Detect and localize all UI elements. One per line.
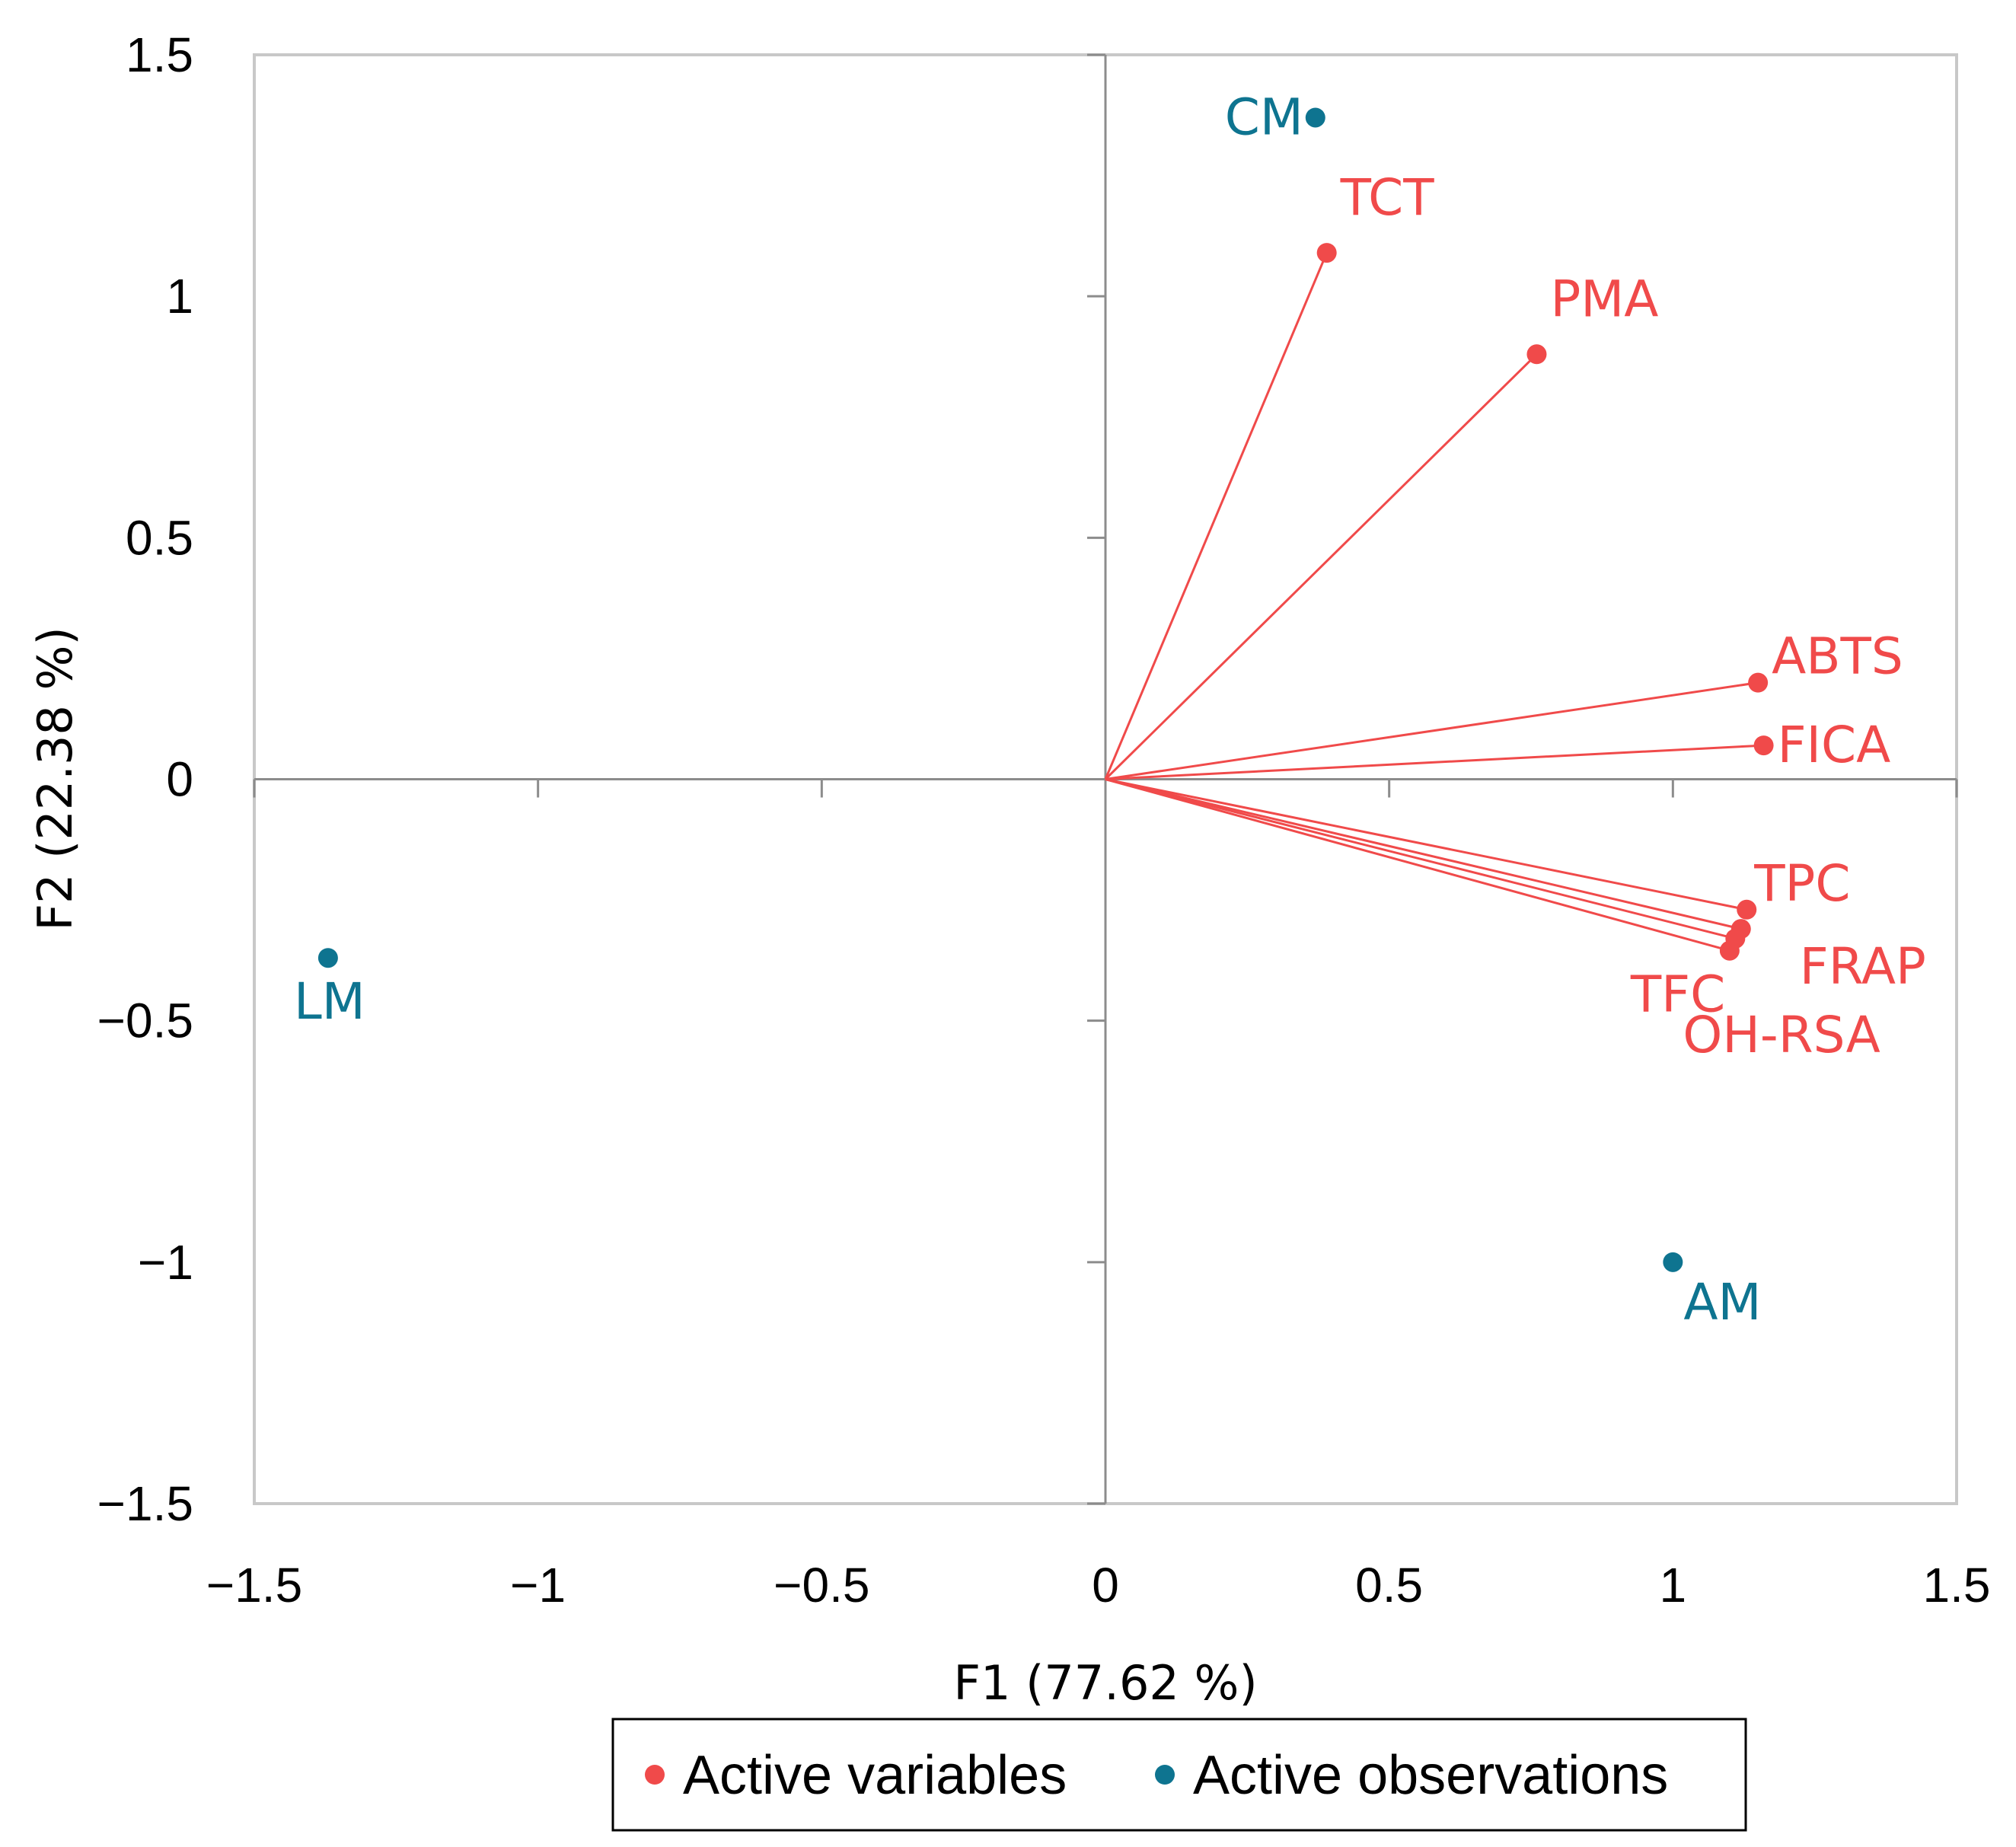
legend-label-active-observations: Active observations [1193,1745,1668,1806]
vector-frap [1105,778,1742,930]
legend-box [611,1718,1747,1832]
vector-fica [1105,744,1764,780]
y-tick-label: −1.5 [97,1476,193,1531]
x-tick-label: −0.5 [774,1558,869,1613]
y-tick-label: 0.5 [126,510,193,565]
variable-point-fica [1753,735,1774,756]
vector-tpc [1105,778,1747,911]
vector-pma [1104,353,1538,780]
x-tick-label: 1.5 [1923,1558,1991,1613]
observation-point-cm [1305,107,1325,128]
y-axis-ticks: −1.5 −1 −0.5 0 0.5 1 1.5 [97,27,1105,1531]
x-axis-title: F1 (77.62 %) [953,1655,1257,1711]
x-tick-label: 0.5 [1355,1558,1423,1613]
vector-tct [1104,252,1329,780]
variable-point-tpc [1737,899,1757,920]
vector-oh-rsa [1105,778,1736,940]
observation-point-lm [317,948,338,968]
observation-label-lm: LM [294,972,365,1031]
observation-label-am: AM [1683,1273,1761,1332]
y-tick-label: 1 [166,269,193,324]
y-tick-label: −1 [138,1235,193,1290]
legend: Active variables Active observations [611,1718,1747,1832]
variable-label-pma: PMA [1550,270,1658,328]
variable-point-pma [1526,344,1547,365]
observation-point-am [1663,1252,1683,1272]
legend-marker-active-variables [645,1765,665,1785]
variable-label-fica: FICA [1778,716,1891,774]
data-points [317,107,1774,1272]
y-axis-title: F2 (22.38 %) [27,627,83,930]
variable-label-oh-rsa: OH-RSA [1683,1006,1880,1064]
variable-label-tfc: TFC [1630,965,1725,1024]
y-tick-label: 1.5 [126,27,193,82]
x-tick-label: −1.5 [206,1558,302,1613]
legend-marker-active-observations [1155,1765,1175,1785]
y-tick-label: −0.5 [97,994,193,1048]
variable-vectors [1104,252,1764,952]
variable-point-tct [1316,243,1337,263]
x-tick-label: 1 [1660,1558,1687,1613]
variable-label-tpc: TPC [1753,854,1850,913]
legend-label-active-variables: Active variables [683,1745,1067,1806]
variable-point-abts [1748,672,1769,693]
variable-label-tct: TCT [1340,168,1435,227]
y-tick-label: 0 [166,752,193,807]
variable-label-abts: ABTS [1772,627,1903,686]
x-axis-ticks: −1.5 −1 −0.5 0 0.5 1 1.5 [206,779,1991,1613]
vector-tfc [1105,778,1731,952]
vector-abts [1105,681,1759,780]
observation-label-cm: CM [1225,88,1303,146]
x-tick-label: −1 [510,1558,566,1613]
variable-point-tfc [1719,940,1740,961]
variable-label-frap: FRAP [1800,937,1926,996]
x-tick-label: 0 [1092,1558,1119,1613]
